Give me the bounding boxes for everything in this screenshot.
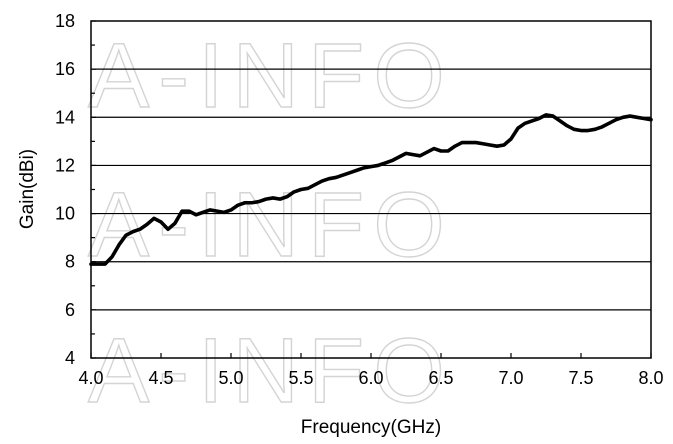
x-tick-label-5.5: 5.5: [288, 368, 313, 388]
x-axis-label: Frequency(GHz): [301, 417, 441, 438]
y-tick-label-4: 4: [65, 348, 75, 368]
y-tick-label-16: 16: [55, 59, 75, 79]
x-tick-label-7.5: 7.5: [568, 368, 593, 388]
watermark: A-INFO A-INFO A-INFO: [87, 24, 454, 422]
x-tick-label-4.0: 4.0: [78, 368, 103, 388]
y-tick-label-18: 18: [55, 11, 75, 31]
y-axis-label: Gain(dBi): [17, 149, 38, 229]
watermark-text-bottom: A-INFO: [88, 320, 454, 422]
axis-ticks: [90, 20, 652, 359]
y-axis-tick-labels: 4 6 8 10 12 14 16 18: [55, 11, 75, 368]
watermark-text-top: A-INFO: [88, 25, 454, 127]
y-tick-label-6: 6: [65, 300, 75, 320]
x-tick-label-5.0: 5.0: [218, 368, 243, 388]
y-tick-label-12: 12: [55, 155, 75, 175]
x-tick-label-7.0: 7.0: [498, 368, 523, 388]
y-tick-label-14: 14: [55, 107, 75, 127]
x-axis-tick-labels: 4.0 4.5 5.0 5.5 6.0 6.5 7.0 7.5 8.0: [78, 368, 663, 388]
gain-series-line: [89, 113, 653, 266]
x-tick-label-4.5: 4.5: [148, 368, 173, 388]
x-tick-label-6.5: 6.5: [428, 368, 453, 388]
watermark-text-middle: A-INFO: [88, 174, 454, 276]
y-tick-label-10: 10: [55, 204, 75, 224]
gridlines: [91, 68, 651, 311]
x-tick-label-8.0: 8.0: [638, 368, 663, 388]
x-tick-label-6.0: 6.0: [358, 368, 383, 388]
y-tick-label-8: 8: [65, 252, 75, 272]
